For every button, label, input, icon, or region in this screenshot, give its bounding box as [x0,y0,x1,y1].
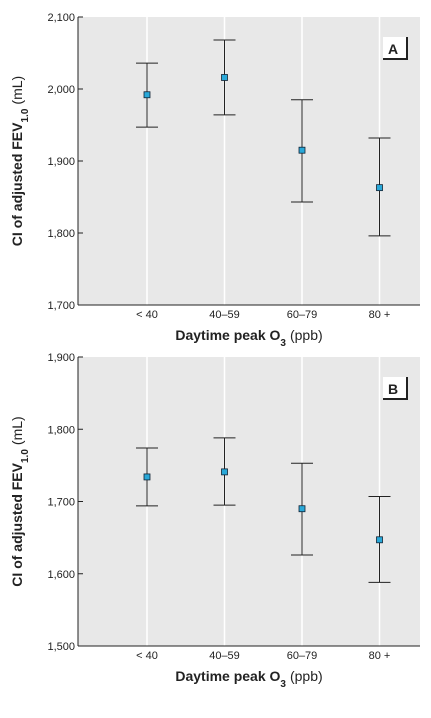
y-tick-label: 1,500 [47,641,75,653]
point [221,74,228,81]
x-tick-label: 80 + [369,309,391,321]
x-label-sub: 3 [280,338,286,349]
y-tick-label: 1,800 [47,228,75,240]
x-label-unit: (ppb) [290,668,323,684]
y-tick-label: 1,800 [47,424,75,436]
panel-label-box [383,377,407,399]
y-tick-label: 1,900 [47,352,75,364]
y-label-text: CI of adjusted FEV [9,122,25,246]
y-label-unit: (mL) [9,76,25,105]
x-axis-label: Daytime peak O3 (ppb) [175,327,322,349]
x-label-unit: (ppb) [290,327,323,343]
y-axis-label: CI of adjusted FEV1.0 (mL) [9,76,31,246]
y-label-unit: (mL) [9,416,25,445]
point [376,536,383,544]
plot-area [78,17,420,305]
point [143,91,151,99]
x-tick-label: 60–79 [287,309,318,321]
panel-label-border [383,37,408,60]
y-tick-label: 1,700 [47,300,75,312]
point [376,184,383,192]
x-tick-label: 40–59 [209,309,240,321]
y-tick-label: 1,600 [47,569,75,581]
y-axis-label: CI of adjusted FEV1.0 (mL) [9,416,31,586]
y-tick-label: 1,900 [47,156,75,168]
x-axis-label: Daytime peak O3 (ppb) [175,668,322,690]
x-tick-label: 60–79 [287,650,318,662]
y-tick-label: 1,700 [47,497,75,509]
point [298,146,306,154]
plot-area [78,357,420,646]
x-tick-label: 40–59 [209,650,240,662]
panel-label-box [383,37,407,59]
x-tick-label: < 40 [136,650,158,662]
y-label-sub: 1.0 [20,108,31,122]
panel-label: A [388,41,398,57]
point [143,473,151,481]
x-label-sub: 3 [280,679,286,690]
panel-label: B [388,381,398,397]
panel-label-border [383,377,408,400]
x-tick-label: < 40 [136,309,158,321]
y-label-sub: 1.0 [20,449,31,463]
y-tick-label: 2,000 [47,84,75,96]
x-label-text: Daytime peak O [175,668,280,684]
y-label-text: CI of adjusted FEV [9,462,25,586]
point [221,468,228,476]
point [298,505,306,513]
x-tick-label: 80 + [369,650,391,662]
y-tick-label: 2,100 [47,12,75,24]
x-label-text: Daytime peak O [175,327,280,343]
